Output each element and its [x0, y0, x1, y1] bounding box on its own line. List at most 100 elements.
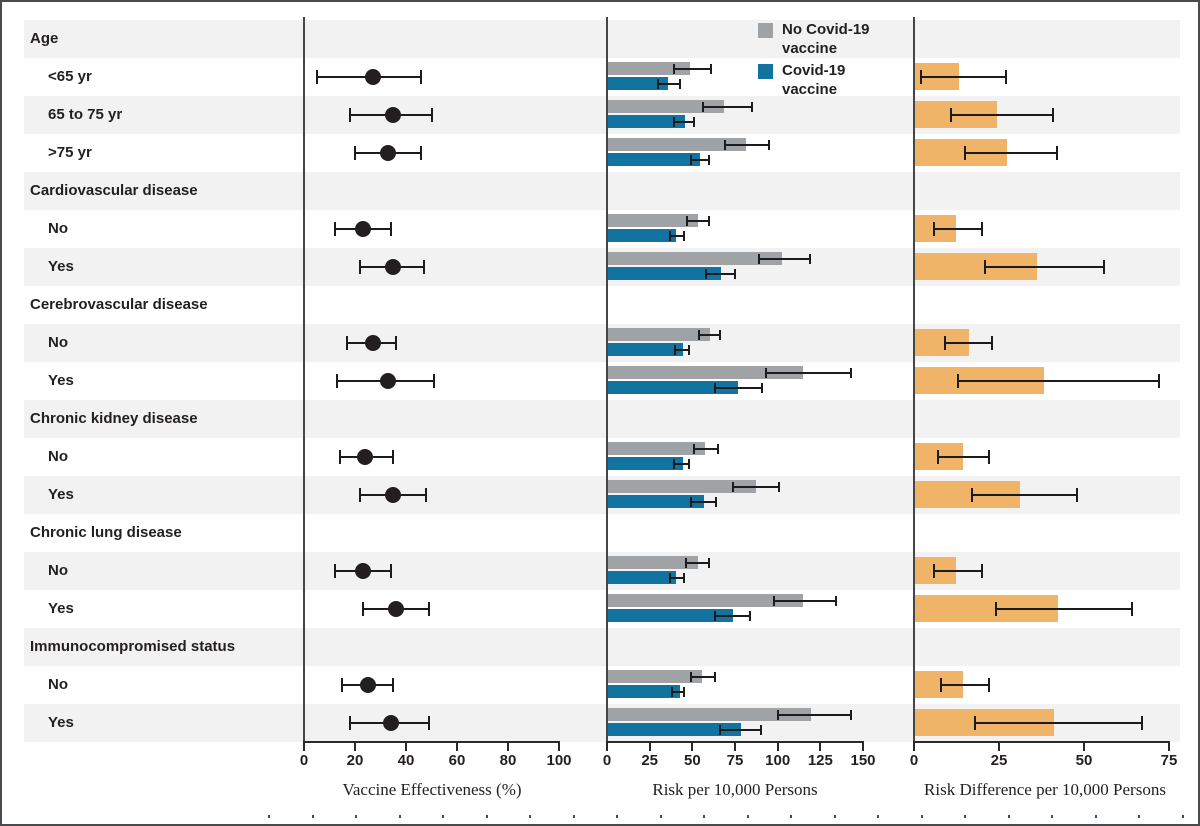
subgroup-label: No [48, 448, 68, 465]
ve-point-estimate [385, 487, 402, 503]
category-label: Chronic kidney disease [30, 410, 198, 427]
risk-axis-tick [606, 743, 608, 751]
ve-point-estimate [354, 221, 371, 237]
rd-axis-tick-label: 50 [1075, 752, 1093, 769]
risk-difference-ci-whisker [934, 228, 982, 230]
ve-axis-tick-label: 80 [499, 752, 517, 769]
rd-axis-tick-label: 75 [1160, 752, 1178, 769]
edge-tick-dot [485, 815, 488, 818]
risk-vaccine-ci-cap-high [693, 116, 696, 127]
risk-no-vaccine-ci-whisker [765, 371, 852, 374]
risk-bar-vaccine [608, 495, 704, 508]
edge-tick-dot [572, 815, 575, 818]
subgroup-label: No [48, 334, 68, 351]
row-stripe [24, 552, 1180, 590]
risk-no-vaccine-ci-cap-low [773, 595, 776, 606]
risk-vaccine-ci-cap-high [761, 382, 764, 393]
risk-bar-vaccine [608, 609, 733, 622]
subgroup-label: Yes [48, 600, 74, 617]
no-vaccine-swatch-icon [758, 23, 773, 38]
ve-ci-cap-low [315, 70, 318, 84]
risk-axis-tick [648, 743, 651, 751]
ve-point-estimate [364, 69, 381, 85]
risk-axis-tick-label: 50 [683, 752, 701, 769]
risk-bar-no-vaccine [608, 138, 747, 151]
risk-vaccine-ci-whisker [690, 500, 717, 503]
ve-ci-cap-low [348, 716, 351, 730]
edge-tick-dot [268, 815, 270, 818]
risk-difference-ci-cap-low [970, 488, 973, 502]
risk-vaccine-ci-whisker [705, 272, 735, 275]
risk-no-vaccine-ci-whisker [724, 143, 770, 146]
risk-vaccine-ci-cap-low [689, 496, 692, 507]
ve-zero-line [303, 17, 305, 742]
risk-vaccine-ci-cap-high [687, 458, 690, 469]
risk-bar-vaccine [608, 153, 701, 166]
risk-bar-no-vaccine [608, 480, 757, 493]
risk-bar-no-vaccine [608, 366, 803, 379]
edge-tick-dot [1138, 815, 1140, 818]
ve-point-estimate [380, 145, 397, 161]
risk-no-vaccine-ci-cap-low [689, 671, 692, 682]
risk-difference-ci-whisker [951, 114, 1054, 116]
risk-difference-ci-whisker [995, 608, 1132, 610]
risk-difference-ci-cap-low [974, 716, 977, 730]
risk-difference-ci-cap-high [987, 450, 990, 464]
risk-bar-no-vaccine [608, 556, 699, 569]
ve-ci-cap-high [420, 70, 423, 84]
risk-no-vaccine-ci-cap-high [751, 101, 754, 112]
ve-ci-cap-low [338, 450, 341, 464]
ve-point-estimate [382, 715, 399, 731]
risk-bar-vaccine [608, 115, 685, 128]
risk-axis-tick [862, 743, 864, 751]
edge-tick-dot [833, 815, 836, 818]
risk-axis-tick-label: 75 [726, 752, 744, 769]
risk-vaccine-ci-cap-high [682, 572, 685, 583]
risk-no-vaccine-ci-cap-high [708, 557, 711, 568]
row-stripe [24, 324, 1180, 362]
ve-axis-tick-label: 60 [448, 752, 466, 769]
ve-axis-tick [507, 743, 509, 751]
legend-label: Covid-19 vaccine [782, 62, 846, 98]
row-stripe [24, 172, 1180, 210]
category-label: Cerebrovascular disease [30, 296, 208, 313]
risk-bar-vaccine [608, 381, 738, 394]
risk-vaccine-ci-cap-high [679, 78, 682, 89]
risk-difference-ci-cap-low [943, 336, 946, 350]
risk-bar-vaccine [608, 723, 742, 736]
risk-zero-line [606, 17, 608, 742]
edge-tick-dot [529, 815, 531, 818]
risk-difference-ci-cap-high [1004, 70, 1007, 84]
subgroup-label: No [48, 676, 68, 693]
ve-axis-tick-label: 100 [546, 752, 572, 769]
risk-vaccine-ci-whisker [658, 82, 681, 85]
category-label: Age [30, 30, 59, 47]
ve-ci-cap-high [389, 564, 392, 578]
risk-difference-ci-cap-high [1055, 146, 1058, 160]
risk-difference-ci-whisker [958, 380, 1159, 382]
risk-bar-no-vaccine [608, 328, 711, 341]
vaccine-swatch-icon [758, 64, 773, 79]
rd-axis-tick-label: 25 [990, 752, 1008, 769]
category-label: Cardiovascular disease [30, 182, 198, 199]
rd-axis-tick [998, 743, 1000, 751]
edge-tick-dot [398, 815, 401, 818]
risk-no-vaccine-ci-cap-high [718, 329, 721, 340]
subgroup-label: <65 yr [48, 68, 92, 85]
ve-axis-title: Vaccine Effectiveness (%) [342, 780, 522, 799]
risk-no-vaccine-ci-cap-low [684, 557, 687, 568]
risk-difference-ci-whisker [944, 342, 993, 344]
edge-tick-dot [1181, 815, 1184, 818]
risk-no-vaccine-ci-cap-high [809, 253, 812, 264]
rd-zero-line [913, 17, 915, 742]
risk-bar-no-vaccine [608, 442, 706, 455]
ve-axis-tick [354, 743, 356, 751]
risk-bar-no-vaccine [608, 100, 725, 113]
risk-no-vaccine-ci-cap-high [710, 63, 713, 74]
ve-ci-cap-low [333, 564, 336, 578]
risk-vaccine-ci-whisker [714, 614, 751, 617]
risk-no-vaccine-ci-whisker [702, 105, 753, 108]
risk-difference-ci-cap-high [991, 336, 994, 350]
risk-difference-ci-whisker [971, 494, 1078, 496]
risk-difference-ci-cap-low [936, 450, 939, 464]
